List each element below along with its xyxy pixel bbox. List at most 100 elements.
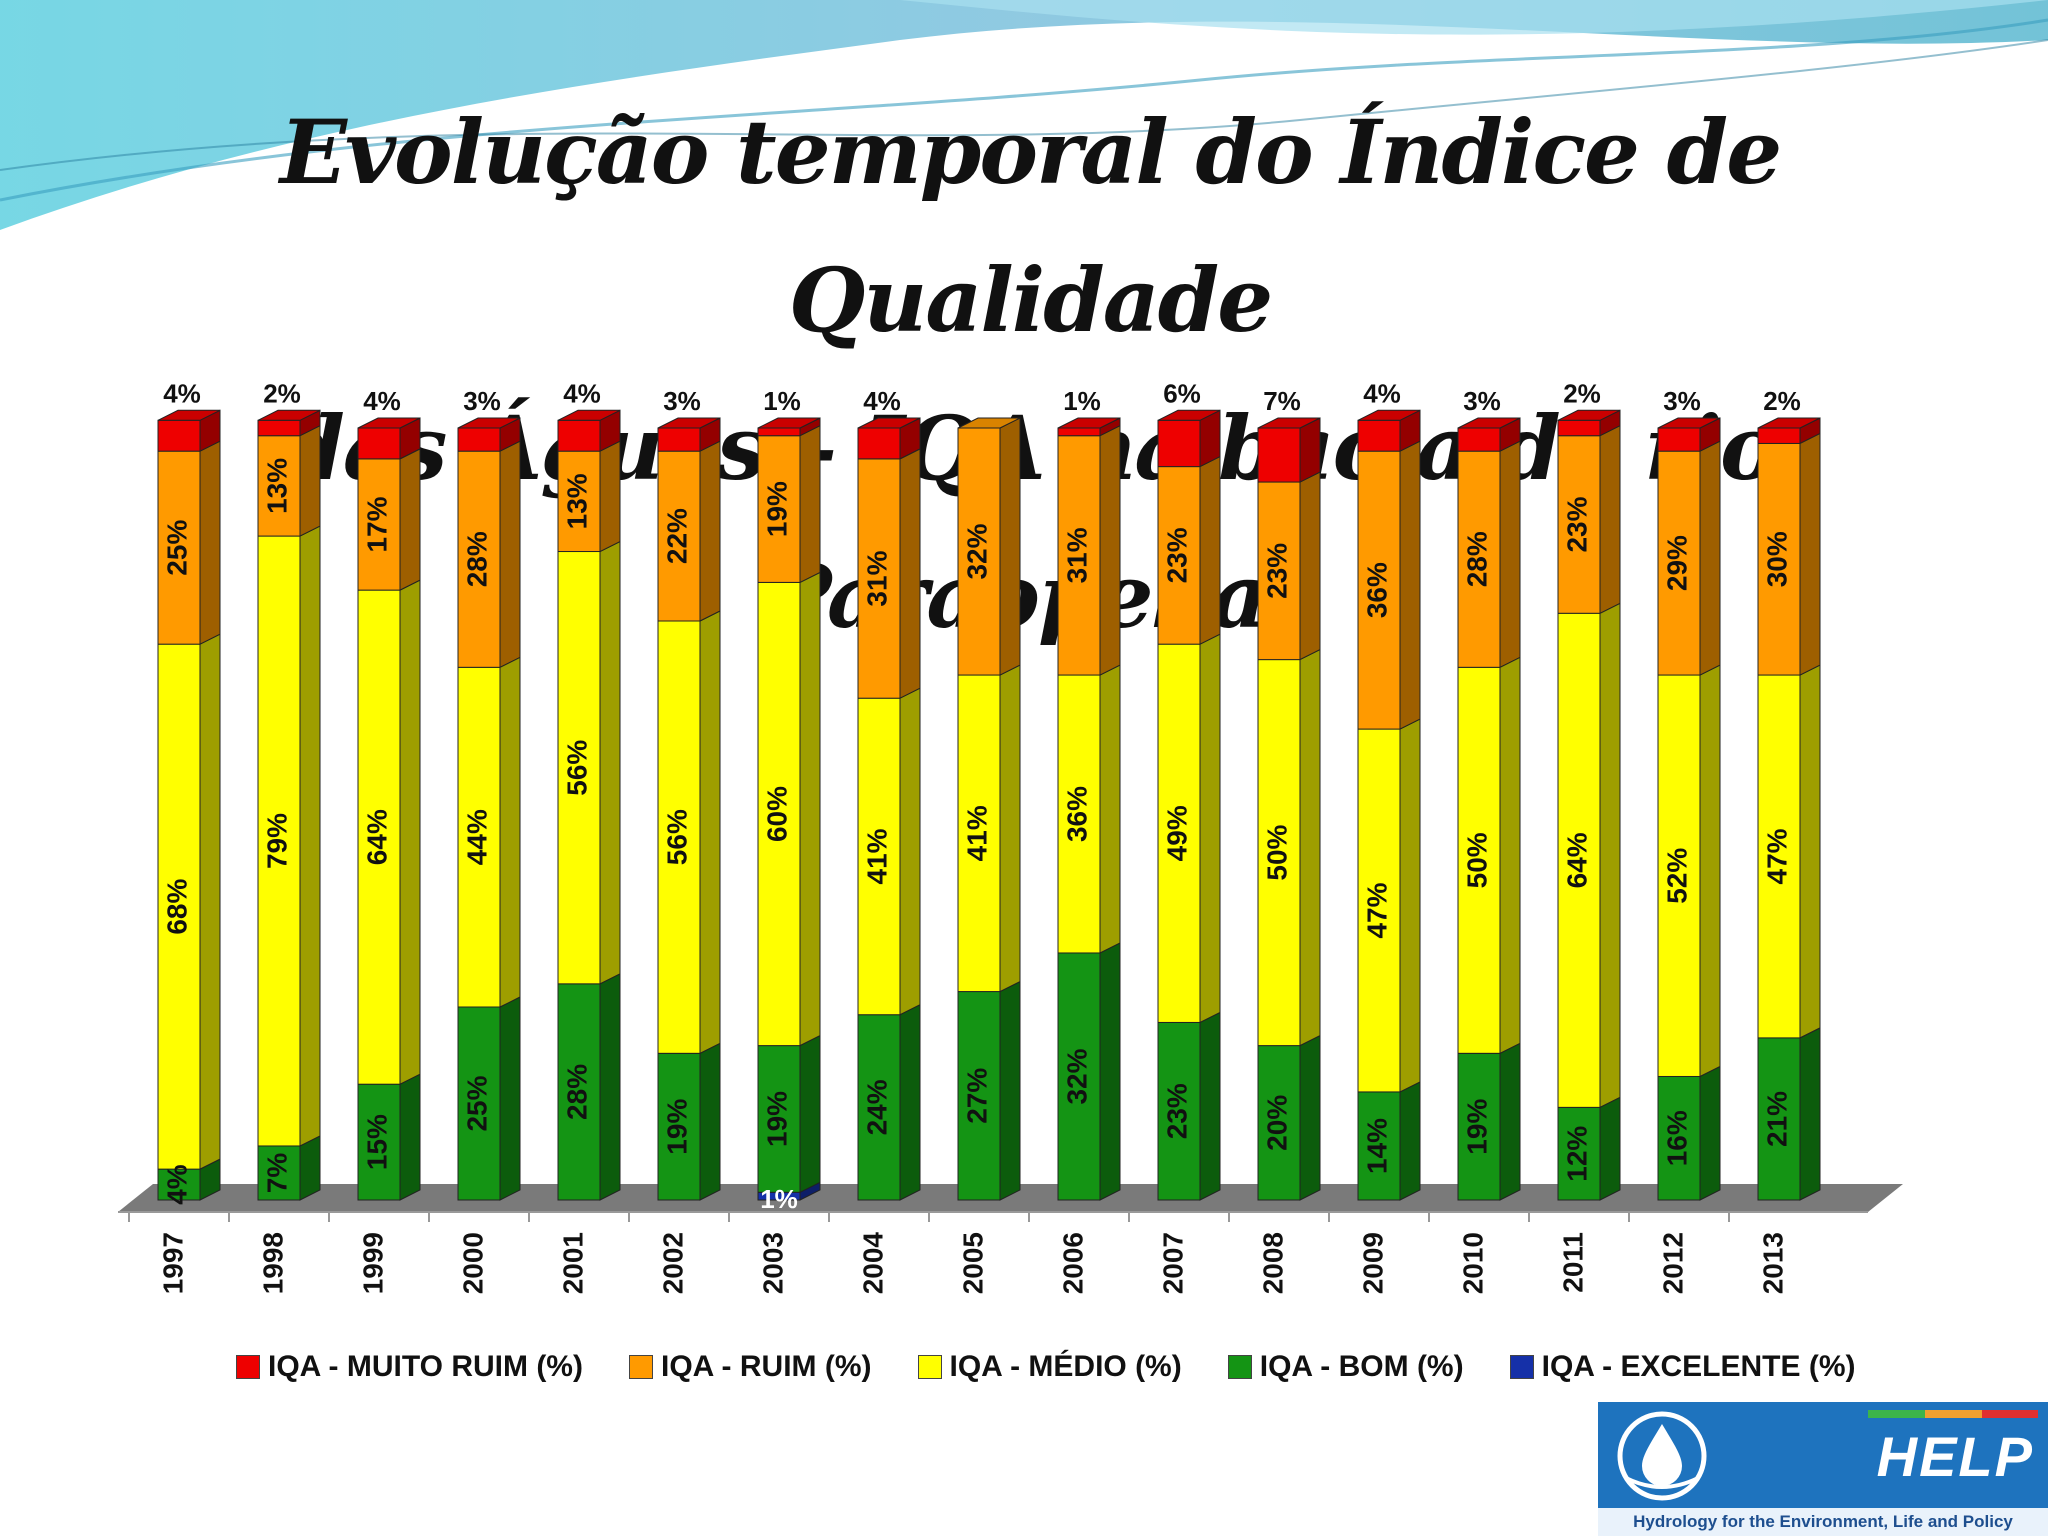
data-label: 1% bbox=[763, 386, 801, 416]
data-label: 12% bbox=[1561, 1126, 1592, 1182]
bar-segment-side bbox=[1799, 1027, 1821, 1201]
bar-segment-side bbox=[599, 973, 621, 1201]
data-label: 7% bbox=[261, 1153, 292, 1194]
bar-segment bbox=[1357, 728, 1401, 1093]
data-label: 64% bbox=[361, 809, 392, 865]
bar-segment bbox=[457, 427, 501, 452]
bar-top bbox=[757, 417, 821, 429]
data-label: 4% bbox=[163, 378, 201, 408]
data-label: 3% bbox=[1463, 386, 1501, 416]
data-label: 28% bbox=[461, 531, 492, 587]
bar-segment-side bbox=[1099, 942, 1121, 1201]
data-label: 79% bbox=[261, 813, 292, 869]
bar-top bbox=[857, 417, 921, 429]
bar-segment-side bbox=[1299, 471, 1321, 661]
bar-segment bbox=[1157, 643, 1201, 1023]
data-label: 4% bbox=[563, 378, 601, 408]
data-label: 32% bbox=[1061, 1048, 1092, 1104]
data-label: 23% bbox=[1261, 543, 1292, 599]
bar-top bbox=[1257, 417, 1321, 429]
legend-item: IQA - RUIM (%) bbox=[628, 1350, 872, 1384]
data-label: 19% bbox=[761, 481, 792, 537]
x-tick-label: 2006 bbox=[1057, 1232, 1088, 1294]
x-tick-label: 1999 bbox=[357, 1232, 388, 1294]
data-label: 64% bbox=[1561, 832, 1592, 888]
data-label: 3% bbox=[1663, 386, 1701, 416]
data-label: 41% bbox=[861, 828, 892, 884]
bar-segment bbox=[1057, 427, 1101, 437]
bar-segment-side bbox=[1699, 664, 1721, 1078]
bar-segment-side bbox=[799, 424, 821, 584]
bar-segment bbox=[457, 450, 501, 668]
bar-segment bbox=[257, 435, 301, 537]
bar-segment-side bbox=[199, 440, 221, 645]
data-label: 32% bbox=[961, 523, 992, 579]
x-tick-label: 1998 bbox=[257, 1232, 288, 1294]
bar-segment-side bbox=[1199, 455, 1221, 645]
data-label: 25% bbox=[161, 520, 192, 576]
x-tick-label: 2000 bbox=[457, 1232, 488, 1294]
bar-segment-side bbox=[1299, 1034, 1321, 1201]
bar-segment-side bbox=[1599, 424, 1621, 615]
data-label: 13% bbox=[261, 458, 292, 514]
bar-segment bbox=[457, 666, 501, 1008]
bar-segment bbox=[857, 697, 901, 1016]
data-label: 50% bbox=[1261, 824, 1292, 880]
legend-item: IQA - MUITO RUIM (%) bbox=[236, 1350, 583, 1384]
bar-segment-side bbox=[1799, 664, 1821, 1039]
data-label: 2% bbox=[1763, 386, 1801, 416]
bar-segment bbox=[1757, 1037, 1801, 1201]
data-label: 56% bbox=[561, 740, 592, 796]
bar-segment-side bbox=[899, 687, 921, 1016]
bar-segment bbox=[1557, 419, 1601, 437]
data-label: 27% bbox=[961, 1068, 992, 1124]
bar-segment-side bbox=[899, 1003, 921, 1201]
data-label: 47% bbox=[1761, 828, 1792, 884]
data-label: 49% bbox=[1161, 805, 1192, 861]
bar-top bbox=[457, 417, 521, 429]
data-label: 15% bbox=[361, 1114, 392, 1170]
data-label: 2% bbox=[1563, 378, 1601, 408]
bar-top bbox=[557, 409, 621, 421]
data-label: 3% bbox=[463, 386, 501, 416]
x-tick-label: 1997 bbox=[157, 1232, 188, 1294]
x-tick-label: 2001 bbox=[557, 1232, 588, 1294]
bar-segment-side bbox=[499, 656, 521, 1008]
bar-segment bbox=[657, 620, 701, 1054]
bar-segment-side bbox=[699, 610, 721, 1055]
bar-segment bbox=[357, 1083, 401, 1201]
data-label: 60% bbox=[761, 786, 792, 842]
data-label: 36% bbox=[1061, 786, 1092, 842]
data-label: 1% bbox=[1063, 386, 1101, 416]
bar-segment-side bbox=[1699, 440, 1721, 676]
data-label: 4% bbox=[363, 386, 401, 416]
bar-segment-side bbox=[799, 1034, 821, 1194]
bar-segment-side bbox=[999, 417, 1021, 676]
bar-segment bbox=[457, 1006, 501, 1201]
bar-segment bbox=[357, 427, 401, 460]
bar-segment-side bbox=[1499, 440, 1521, 669]
bar-segment bbox=[557, 983, 601, 1201]
bar-segment bbox=[1157, 419, 1201, 468]
logo-tagline: Hydrology for the Environment, Life and … bbox=[1598, 1508, 2048, 1536]
data-label: 50% bbox=[1461, 832, 1492, 888]
data-label: 25% bbox=[461, 1075, 492, 1131]
legend-swatch bbox=[628, 1355, 653, 1379]
bar-top bbox=[1557, 409, 1621, 421]
bar-segment bbox=[1057, 952, 1101, 1201]
bar-segment bbox=[1757, 674, 1801, 1039]
bar-top bbox=[1057, 417, 1121, 429]
bar-segment-side bbox=[499, 440, 521, 669]
help-logo: HELP Hydrology for the Environment, Life… bbox=[1598, 1402, 2048, 1536]
bar-segment-side bbox=[1599, 602, 1621, 1109]
data-label: 24% bbox=[861, 1079, 892, 1135]
bar-top bbox=[1357, 409, 1421, 421]
water-drop-icon bbox=[1617, 1411, 1707, 1501]
slide-title: Evolução temporal do Índice de Qualidade… bbox=[150, 78, 1910, 670]
data-label: 31% bbox=[861, 550, 892, 606]
data-label: 68% bbox=[161, 879, 192, 935]
data-label: 6% bbox=[1163, 378, 1201, 408]
data-label: 23% bbox=[1161, 1083, 1192, 1139]
data-label: 41% bbox=[961, 805, 992, 861]
